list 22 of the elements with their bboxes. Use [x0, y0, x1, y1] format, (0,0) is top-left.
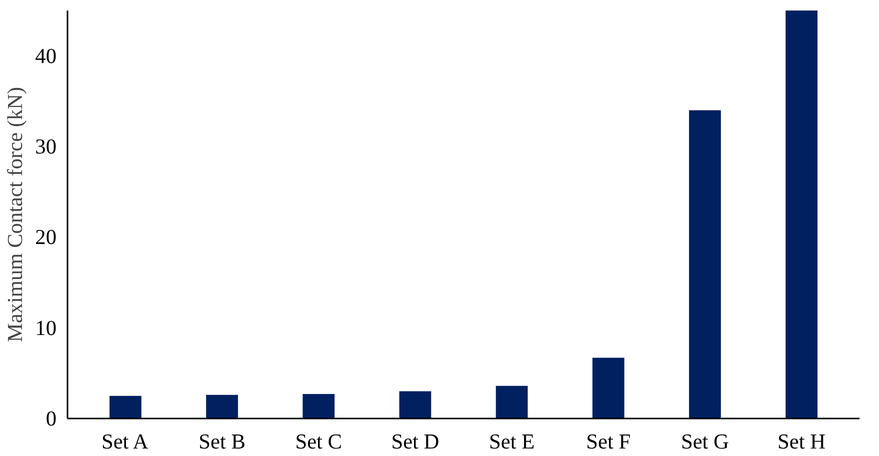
bar [302, 394, 335, 418]
x-tick-label: Set F [586, 430, 631, 454]
bar [110, 396, 142, 418]
x-tick-label: Set G [680, 430, 729, 454]
x-tick-label: Set D [391, 430, 440, 454]
y-tick-label: 0 [46, 406, 57, 430]
x-tick-label: Set C [295, 430, 342, 454]
x-tick-label: Set A [101, 430, 149, 454]
y-tick-label: 20 [35, 225, 56, 250]
y-tick-label: 30 [35, 134, 56, 158]
bar [206, 394, 238, 418]
x-tick-label: Set B [198, 430, 246, 454]
bar [496, 386, 528, 418]
bar [786, 10, 818, 418]
y-axis-title: Maximum Contact force (kN) [3, 86, 28, 342]
y-tick-label: 10 [35, 316, 56, 340]
bar [399, 391, 432, 418]
bar [592, 358, 624, 418]
x-tick-label: Set H [778, 430, 826, 454]
bar [689, 110, 721, 418]
y-tick-label: 40 [35, 44, 56, 68]
x-tick-label: Set E [488, 430, 535, 454]
